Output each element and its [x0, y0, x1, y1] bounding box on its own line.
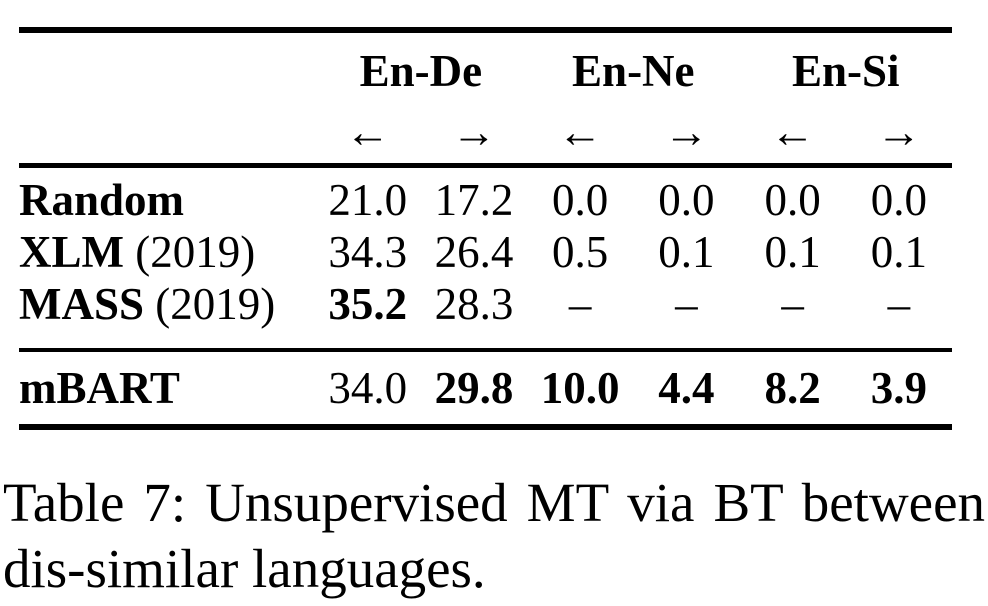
right-arrow-icon: →: [420, 101, 528, 168]
results-table: En-De En-Ne En-Si ← → ← → ← → Random 21.0…: [19, 27, 952, 430]
score-cell: 26.4: [434, 227, 514, 277]
score-cell: 28.3: [420, 278, 528, 352]
score-cell: 8.2: [764, 363, 821, 413]
table-row-xlm: XLM (2019) 34.3 26.4 0.5 0.1 0.1 0.1: [19, 226, 952, 278]
score-cell: 0.5: [552, 227, 609, 277]
language-pair-header-row: En-De En-Ne En-Si: [19, 30, 952, 101]
table-row-mass: MASS (2019) 35.2 28.3– – – –: [19, 278, 952, 352]
score-cell: 0.1: [870, 227, 927, 277]
score-cell: 0.0: [870, 175, 927, 225]
caption-line-1: Table 7: Unsupervised MT via BT between: [3, 472, 985, 533]
score-cell: 29.8: [434, 363, 514, 413]
score-cell: 4.4: [658, 363, 715, 413]
row-label-xlm: XLM (2019): [19, 226, 315, 278]
score-cell: 17.2: [434, 175, 514, 225]
column-group-en-ne: En-Ne: [572, 46, 695, 96]
model-citation-year: (2019): [124, 227, 256, 277]
model-name: MASS: [19, 279, 145, 329]
left-arrow-icon: ←: [527, 101, 634, 168]
left-arrow-icon: ←: [314, 101, 421, 168]
right-arrow-icon: →: [845, 101, 952, 168]
table-caption: Table 7: Unsupervised MT via BT between …: [3, 470, 985, 602]
empty-header-cell: [19, 101, 315, 168]
table-header: En-De En-Ne En-Si ← → ← → ← →: [19, 30, 952, 168]
model-citation-year: (2019): [144, 279, 276, 329]
score-cell: –: [527, 278, 634, 352]
model-name: XLM: [19, 227, 124, 277]
direction-header-row: ← → ← → ← →: [19, 101, 952, 168]
score-cell: 34.3: [328, 227, 408, 277]
score-cell: 0.0: [552, 175, 609, 225]
baseline-rows-section: Random 21.0 17.2 0.0 0.0 0.0 0.0 XLM (2019) 34.3…: [19, 166, 952, 352]
row-label-mass: MASS (2019): [19, 278, 315, 352]
score-cell: 0.1: [764, 227, 821, 277]
model-name: mBART: [19, 363, 180, 413]
score-cell: –: [739, 278, 846, 352]
score-cell: 35.2: [314, 278, 421, 352]
score-cell: 3.9: [870, 363, 927, 413]
score-cell: 0.1: [658, 227, 715, 277]
model-name: Random: [19, 175, 185, 225]
score-cell: 10.0: [540, 363, 620, 413]
column-group-en-si: En-Si: [791, 46, 900, 96]
score-cell: –: [845, 278, 952, 352]
score-cell: 21.0: [328, 175, 408, 225]
score-cell: 34.0: [328, 363, 408, 413]
score-cell: –: [633, 278, 740, 352]
score-cell: 0.0: [658, 175, 715, 225]
left-arrow-icon: ←: [739, 101, 846, 168]
column-group-en-de: En-De: [359, 46, 483, 96]
table-row-mbart: mBART 34.0 29.8 10.0 4.4 8.2 3.9: [19, 350, 952, 427]
caption-line-2: dis-similar languages.: [3, 538, 486, 599]
table-row-random: Random 21.0 17.2 0.0 0.0 0.0 0.0: [19, 166, 952, 227]
score-cell: 0.0: [764, 175, 821, 225]
row-label-random: Random: [19, 166, 315, 227]
right-arrow-icon: →: [633, 101, 740, 168]
row-label-mbart: mBART: [19, 350, 315, 427]
mbart-row-section: mBART 34.0 29.8 10.0 4.4 8.2 3.9: [19, 350, 952, 427]
empty-header-cell: [19, 30, 315, 101]
